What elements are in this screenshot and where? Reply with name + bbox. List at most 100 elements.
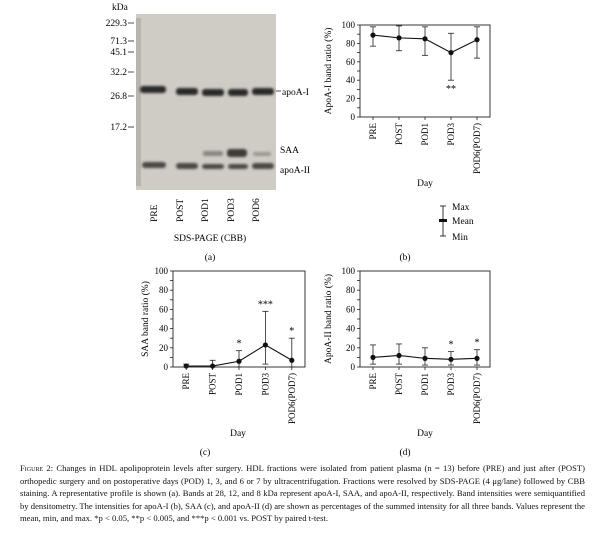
band-label-apoa2: apoA-II: [280, 166, 310, 176]
x-tick-label: PRE: [368, 373, 378, 390]
marker-label: 26.8: [110, 92, 127, 102]
marker-label: 32.2: [110, 68, 127, 78]
x-tick-label: POST: [208, 373, 218, 396]
mean-point: [262, 342, 268, 348]
marker-label: 229.3: [106, 19, 128, 29]
mean-point: [422, 36, 428, 42]
marker-ticks: [128, 22, 134, 128]
mean-point: [448, 50, 454, 56]
mean-point: [289, 357, 295, 363]
x-tick-label: POD6(POD7): [472, 123, 482, 174]
mean-point: [474, 355, 480, 361]
mean-point: [210, 363, 216, 369]
significance-mark: ***: [258, 299, 273, 310]
marker-label: 17.2: [110, 123, 127, 133]
band-saa: [203, 149, 271, 157]
plot-frame: [172, 270, 306, 368]
panel-label-a: (a): [205, 252, 216, 263]
band-apoa1: [140, 86, 274, 96]
lane-label: PRE: [150, 204, 160, 222]
y-tick-label: 20: [346, 94, 356, 104]
kda-label: kDa: [112, 3, 129, 13]
x-tick-label: POD3: [260, 373, 270, 396]
mean-point: [448, 356, 454, 362]
mean-point: [370, 354, 376, 360]
marker-lane: [136, 18, 141, 186]
marker-label: 71.3: [110, 37, 127, 47]
y-tick-label: 0: [351, 362, 356, 372]
significance-mark: **: [446, 84, 456, 95]
band-label-saa: SAA: [280, 146, 299, 156]
y-tick-label: 80: [346, 38, 356, 48]
y-tick-label: 100: [155, 266, 169, 276]
mean-point: [422, 355, 428, 361]
marker-labels: 229.3 71.3 45.1 32.2 26.8 17.2: [106, 19, 128, 133]
legend-mean: Mean: [452, 217, 474, 227]
y-tick-label: 60: [346, 57, 356, 67]
y-axis-label: ApoA-II band ratio (%): [323, 274, 334, 364]
x-tick-label: POD1: [420, 123, 430, 146]
legend-min: Min: [452, 233, 468, 243]
lane-label: POD3: [227, 198, 237, 222]
y-tick-label: 100: [342, 266, 356, 276]
panel-label-c: (c): [200, 447, 211, 458]
y-tick-label: 40: [346, 75, 356, 85]
panel-b-chart: 0 20 40 60 80 100 PRE POST POD1 POD3 POD6(POD7) *…: [323, 20, 491, 189]
panel-label-b: (b): [399, 252, 410, 263]
mean-point: [236, 358, 242, 364]
lane-labels: PRE POST POD1 POD3 POD6: [150, 198, 262, 222]
x-tick-label: POD3: [446, 373, 456, 396]
mean-point: [183, 363, 189, 369]
lane-label: POST: [176, 199, 186, 222]
gel-caption: SDS-PAGE (CBB): [174, 233, 246, 244]
band-apoa2: [142, 162, 274, 169]
marker-label: 45.1: [110, 48, 127, 58]
y-axis-label: SAA band ratio (%): [140, 281, 151, 357]
y-axis-label: ApoA-I band ratio (%): [323, 28, 334, 115]
plot-frame: [359, 24, 491, 118]
caption-text: Changes in HDL apolipoprotein levels aft…: [20, 463, 585, 524]
y-tick-label: 40: [159, 324, 169, 334]
panel-label-d: (d): [399, 447, 410, 458]
y-tick-label: 80: [159, 285, 169, 295]
x-tick-label: PRE: [368, 123, 378, 140]
y-tick-label: 20: [346, 343, 356, 353]
band-labels: apoA-I SAA apoA-II: [276, 88, 310, 176]
significance-mark: *: [289, 326, 294, 337]
lane-label: POD6: [252, 198, 262, 222]
x-tick-label: POST: [394, 123, 404, 146]
x-tick-label: POD6(POD7): [472, 373, 482, 424]
y-tick-label: 100: [342, 20, 356, 30]
band-label-apoa1: apoA-I: [282, 88, 309, 98]
x-tick-label: POD1: [420, 373, 430, 396]
panel-d-chart: 0 20 40 60 80 100 PRE POST POD1 POD3 POD6(POD7) *…: [323, 266, 491, 439]
x-axis-label: Day: [230, 429, 246, 439]
y-tick-label: 80: [346, 285, 356, 295]
figure-canvas: kDa 229.3 71.3 45.1 32.2 26.8 17.2: [106, 3, 491, 458]
legend: Max Mean Min: [439, 203, 474, 243]
x-tick-label: PRE: [181, 373, 191, 390]
y-tick-label: 20: [159, 343, 169, 353]
mean-point: [474, 37, 480, 43]
lane-label: POD1: [201, 198, 211, 222]
x-axis-label: Day: [417, 429, 433, 439]
mean-point: [370, 32, 376, 38]
significance-mark: *: [449, 340, 454, 351]
x-axis-label: Day: [417, 179, 433, 189]
legend-mean-marker: [439, 219, 447, 222]
panel-c-chart: 0 20 40 60 80 100 PRE POST POD1 POD3 POD6(POD7) *…: [140, 266, 306, 439]
x-tick-label: POD3: [446, 123, 456, 146]
significance-mark: *: [475, 338, 480, 349]
caption-figure-label: Figure 2:: [20, 463, 54, 473]
panel-a-gel: kDa 229.3 71.3 45.1 32.2 26.8 17.2: [106, 3, 310, 263]
figure-caption: Figure 2: Changes in HDL apolipoprotein …: [20, 462, 585, 525]
x-tick-label: POST: [394, 373, 404, 396]
y-tick-label: 60: [346, 304, 356, 314]
y-tick-label: 0: [164, 362, 169, 372]
x-tick-label: POD6(POD7): [287, 373, 297, 424]
plot-frame: [359, 270, 491, 368]
mean-point: [396, 352, 402, 359]
mean-point: [396, 35, 402, 41]
y-tick-label: 60: [159, 304, 169, 314]
y-tick-label: 0: [351, 112, 356, 122]
